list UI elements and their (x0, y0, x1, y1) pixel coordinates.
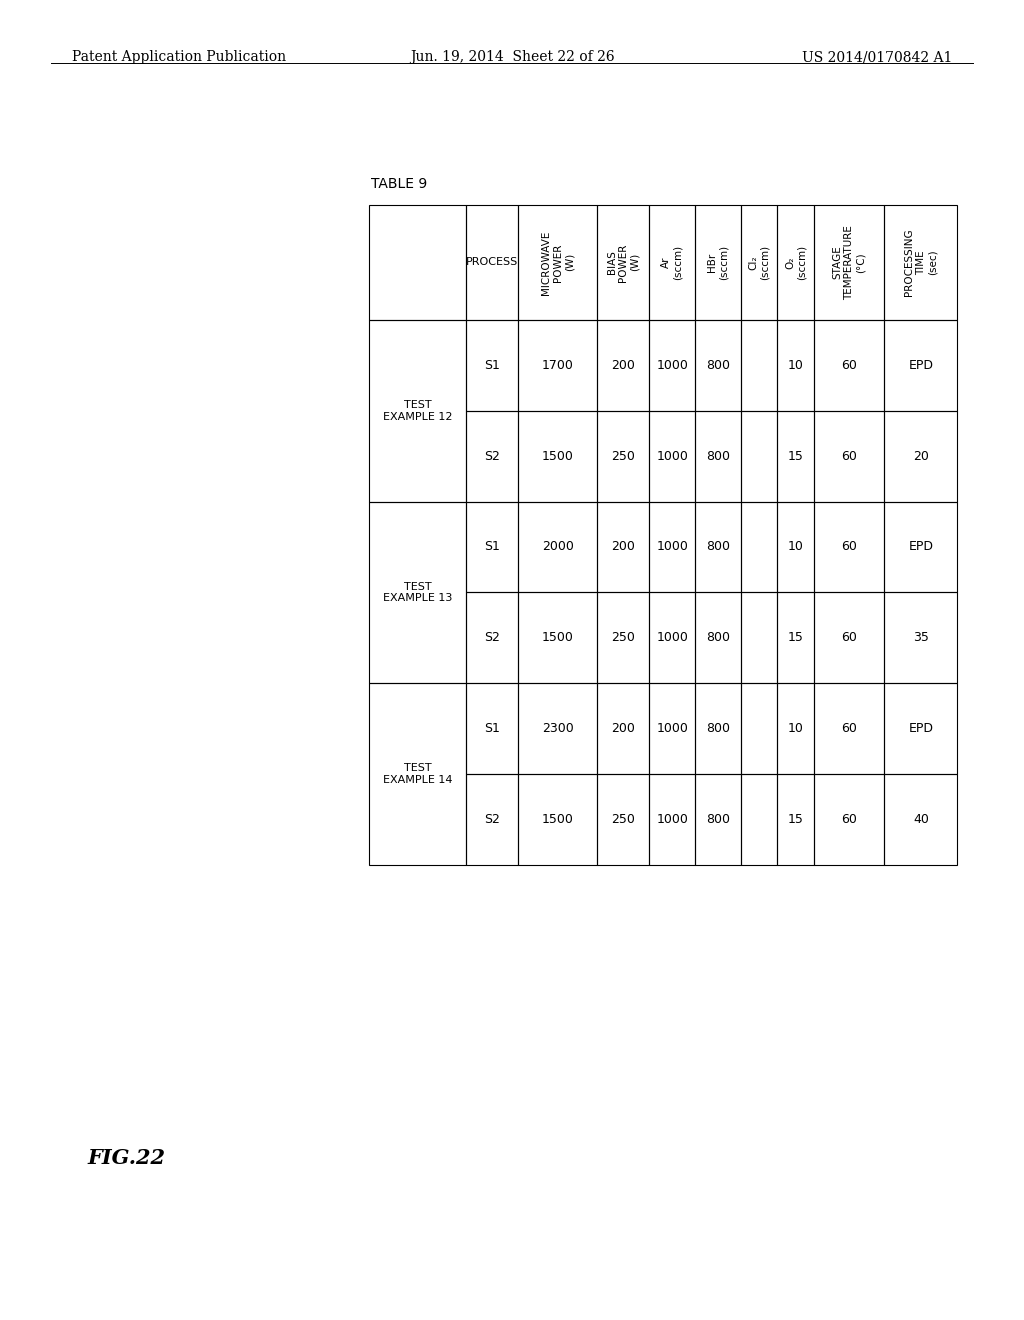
Text: 60: 60 (841, 450, 857, 463)
Text: 35: 35 (912, 631, 929, 644)
Text: 60: 60 (841, 722, 857, 735)
Text: 1000: 1000 (656, 631, 688, 644)
Text: O₂
(sccm): O₂ (sccm) (785, 244, 807, 280)
Text: 250: 250 (611, 631, 635, 644)
Text: 1000: 1000 (656, 540, 688, 553)
Text: 250: 250 (611, 450, 635, 463)
Text: US 2014/0170842 A1: US 2014/0170842 A1 (802, 50, 952, 65)
Text: Ar
(sccm): Ar (sccm) (662, 244, 683, 280)
Text: 10: 10 (787, 540, 804, 553)
Text: 800: 800 (706, 631, 730, 644)
Text: 2000: 2000 (542, 540, 573, 553)
Text: 250: 250 (611, 813, 635, 826)
Text: 800: 800 (706, 359, 730, 372)
Text: TEST
EXAMPLE 13: TEST EXAMPLE 13 (383, 582, 453, 603)
Text: S1: S1 (484, 722, 500, 735)
Text: 15: 15 (787, 450, 804, 463)
Text: 1000: 1000 (656, 450, 688, 463)
Text: 20: 20 (912, 450, 929, 463)
Text: 200: 200 (611, 540, 635, 553)
Text: EPD: EPD (908, 540, 933, 553)
Text: S2: S2 (484, 450, 500, 463)
Text: 10: 10 (787, 722, 804, 735)
Text: S2: S2 (484, 813, 500, 826)
Text: 800: 800 (706, 722, 730, 735)
Text: MICROWAVE
POWER
(W): MICROWAVE POWER (W) (542, 230, 574, 294)
Text: 1500: 1500 (542, 450, 573, 463)
Text: 200: 200 (611, 359, 635, 372)
Text: S1: S1 (484, 540, 500, 553)
Text: 2300: 2300 (542, 722, 573, 735)
Text: 10: 10 (787, 359, 804, 372)
Text: 1500: 1500 (542, 631, 573, 644)
Text: 15: 15 (787, 631, 804, 644)
Text: 200: 200 (611, 722, 635, 735)
Text: 60: 60 (841, 540, 857, 553)
Text: 1000: 1000 (656, 359, 688, 372)
Text: 800: 800 (706, 540, 730, 553)
Text: 1500: 1500 (542, 813, 573, 826)
Text: S1: S1 (484, 359, 500, 372)
Text: FIG.22: FIG.22 (87, 1148, 165, 1168)
Text: 1000: 1000 (656, 722, 688, 735)
Text: 60: 60 (841, 631, 857, 644)
Text: 40: 40 (912, 813, 929, 826)
Text: 60: 60 (841, 359, 857, 372)
Text: TEST
EXAMPLE 12: TEST EXAMPLE 12 (383, 400, 453, 421)
Text: EPD: EPD (908, 359, 933, 372)
Text: 15: 15 (787, 813, 804, 826)
Text: PROCESSING
TIME
(sec): PROCESSING TIME (sec) (904, 228, 937, 296)
Text: 800: 800 (706, 450, 730, 463)
Text: EPD: EPD (908, 722, 933, 735)
Text: PROCESS: PROCESS (466, 257, 518, 268)
Text: 1700: 1700 (542, 359, 573, 372)
Text: Cl₂
(sccm): Cl₂ (sccm) (749, 244, 770, 280)
Text: S2: S2 (484, 631, 500, 644)
Text: BIAS
POWER
(W): BIAS POWER (W) (607, 243, 640, 281)
Text: 60: 60 (841, 813, 857, 826)
Text: 800: 800 (706, 813, 730, 826)
Text: TEST
EXAMPLE 14: TEST EXAMPLE 14 (383, 763, 453, 784)
Text: STAGE
TEMPERATURE
(°C): STAGE TEMPERATURE (°C) (833, 224, 865, 300)
Text: TABLE 9: TABLE 9 (371, 177, 427, 191)
Text: Jun. 19, 2014  Sheet 22 of 26: Jun. 19, 2014 Sheet 22 of 26 (410, 50, 614, 65)
Text: 1000: 1000 (656, 813, 688, 826)
Text: HBr
(sccm): HBr (sccm) (708, 244, 729, 280)
Text: Patent Application Publication: Patent Application Publication (72, 50, 286, 65)
